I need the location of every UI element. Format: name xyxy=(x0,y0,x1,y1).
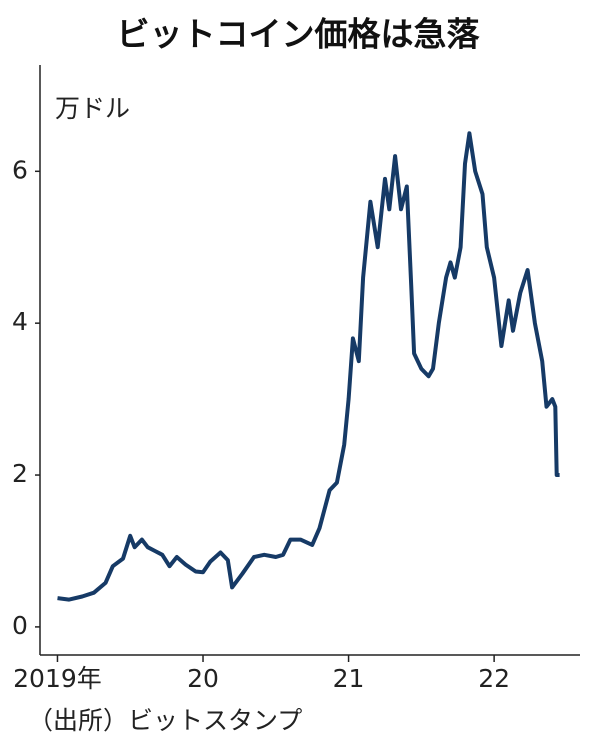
source: （出所）ビットスタンプ xyxy=(28,706,302,735)
price-line xyxy=(57,131,560,602)
y-tick-label: 2 xyxy=(12,459,28,488)
x-tick-label: 22 xyxy=(478,664,510,693)
y-unit: 万ドル xyxy=(55,94,130,123)
y-tick-label: 4 xyxy=(12,307,28,336)
x-tick-label: 2019年 xyxy=(13,664,102,693)
chart-title: ビットコイン価格は急落 xyxy=(117,15,481,54)
x-tick-label: 20 xyxy=(187,664,219,693)
y-tick-label: 6 xyxy=(12,155,28,184)
x-tick-label: 21 xyxy=(333,664,365,693)
y-tick-label: 0 xyxy=(12,611,28,640)
